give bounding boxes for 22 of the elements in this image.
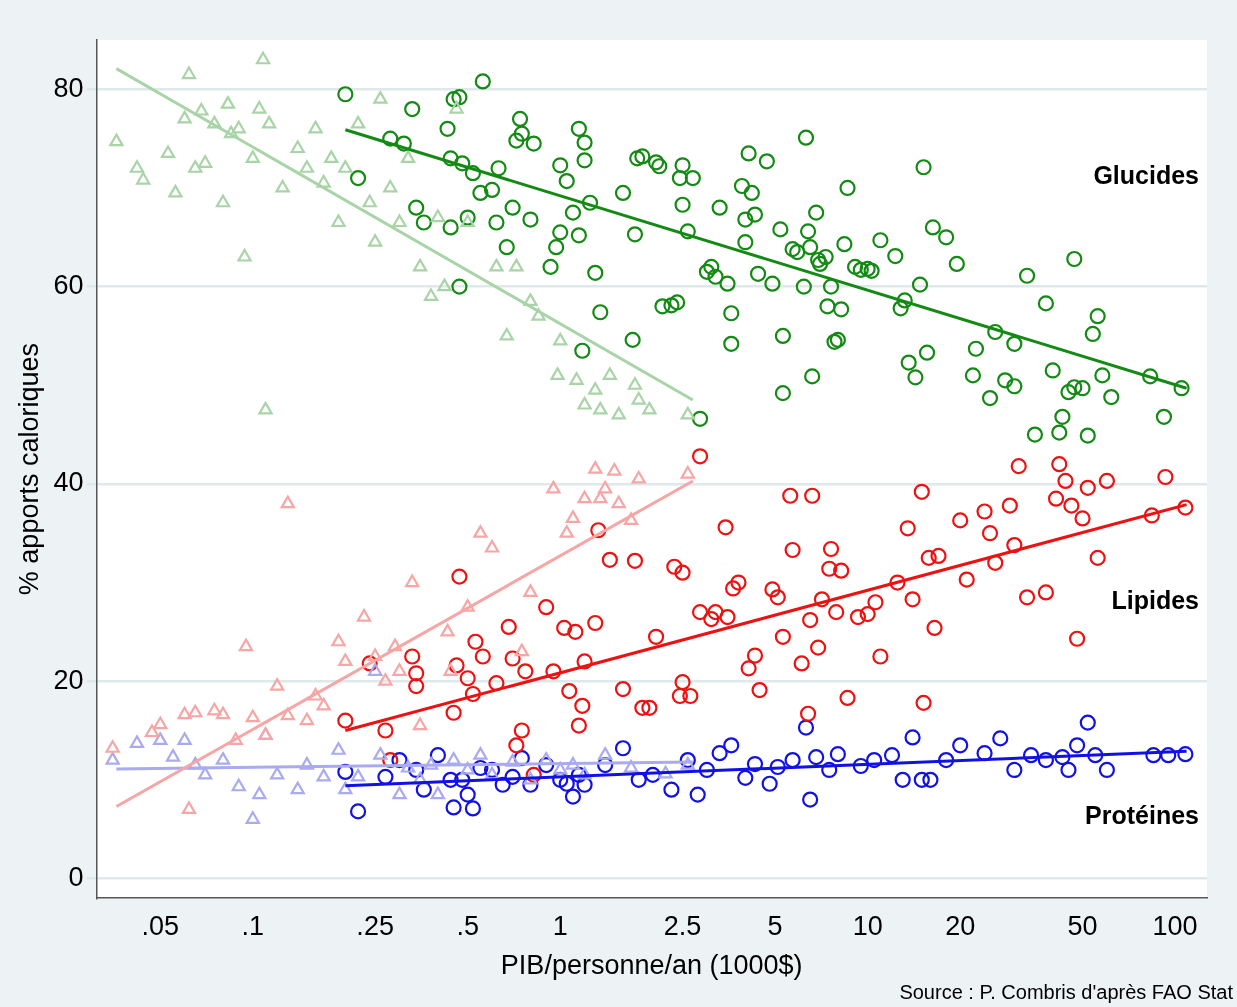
x-tick-label: 1	[552, 910, 568, 941]
y-axis-title: % apports caloriques	[13, 343, 44, 596]
x-tick-label: .05	[141, 910, 180, 941]
x-tick-label: 20	[945, 910, 976, 941]
annotation: Glucides	[1093, 161, 1199, 190]
x-tick-label: 50	[1067, 910, 1098, 941]
x-tick-label: .5	[456, 910, 479, 941]
x-axis-title: PIB/personne/an (1000$)	[500, 950, 803, 981]
y-tick-label: 60	[53, 270, 84, 301]
annotation: Protéines	[1085, 800, 1199, 829]
y-tick-label: 0	[68, 861, 84, 892]
x-tick-label: 2.5	[663, 910, 702, 941]
y-tick-label: 20	[53, 664, 84, 695]
annotation: Lipides	[1111, 586, 1199, 615]
x-tick-label: 5	[767, 910, 783, 941]
x-tick-label: .25	[356, 910, 394, 941]
y-tick-label: 40	[53, 467, 84, 498]
x-tick-label: .1	[241, 910, 265, 941]
x-tick-label: 100	[1152, 910, 1198, 941]
source-note: Source : P. Combris d'après FAO Stat	[899, 980, 1234, 1003]
x-tick-label: 10	[852, 910, 883, 941]
y-tick-label: 80	[53, 72, 84, 103]
